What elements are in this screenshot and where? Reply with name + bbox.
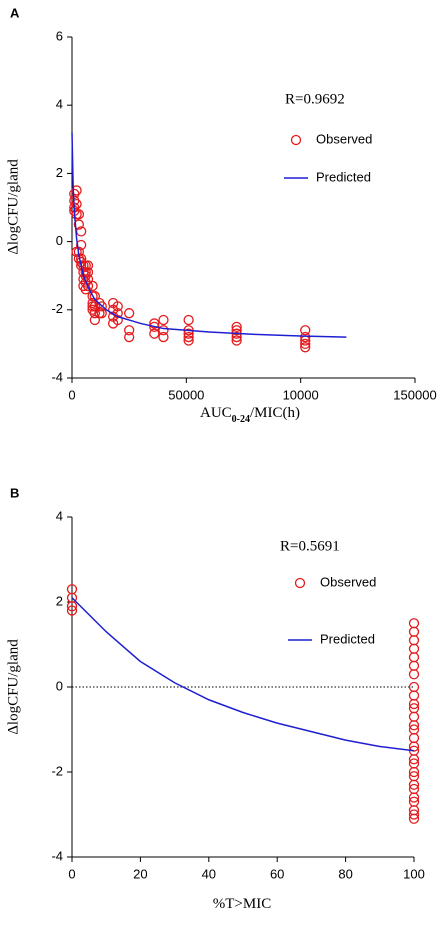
x-tick-label: 100 <box>403 866 425 881</box>
observed-point <box>408 660 420 671</box>
observed-point <box>75 239 87 251</box>
x-tick-label: 40 <box>202 866 216 881</box>
observed-point <box>112 301 123 312</box>
observed-point <box>82 267 94 278</box>
annotation: R=0.5691 <box>280 538 340 554</box>
observed-point <box>231 325 242 336</box>
observed-point <box>124 331 135 343</box>
observed-point <box>300 342 311 353</box>
y-tick-label: -2 <box>51 301 63 316</box>
observed-point <box>96 308 107 319</box>
observed-point <box>71 185 82 196</box>
legend-label: Observed <box>320 574 376 589</box>
observed-point <box>149 318 160 329</box>
observed-point <box>408 766 420 778</box>
y-tick-label: 2 <box>56 165 63 180</box>
observed-point <box>149 328 160 339</box>
observed-point <box>408 652 420 663</box>
predicted-line <box>71 132 347 338</box>
observed-point <box>158 331 169 343</box>
legend-label: Predicted <box>316 169 371 184</box>
predicted-line <box>71 597 415 752</box>
observed-point <box>231 335 242 346</box>
observed-point <box>183 328 194 339</box>
observed-point <box>231 321 242 333</box>
x-axis-label-part: %T>MIC <box>213 896 271 912</box>
y-axis-label: ΔlogCFU/gland <box>5 159 21 255</box>
x-tick-label: 20 <box>133 866 147 881</box>
observed-point <box>408 626 420 637</box>
y-tick-label: 0 <box>56 678 63 693</box>
x-tick-label: 0 <box>68 387 75 402</box>
observed-point <box>82 280 94 292</box>
observed-point <box>73 219 85 230</box>
x-axis-label-part: AUC <box>200 405 232 421</box>
observed-point <box>408 643 420 654</box>
observed-point <box>408 741 420 752</box>
observed-point <box>183 335 194 346</box>
y-tick-label: -4 <box>51 848 63 863</box>
observed-point <box>408 754 420 765</box>
x-tick-label: 0 <box>68 866 75 881</box>
observed-point <box>408 698 420 710</box>
x-tick-label: 50000 <box>168 387 204 402</box>
legend-marker <box>290 134 302 146</box>
observed-point <box>408 779 420 790</box>
legend-marker <box>294 577 306 589</box>
observed-point <box>124 308 135 319</box>
y-tick-label: 4 <box>56 97 63 112</box>
observed-point <box>96 301 107 312</box>
observed-point <box>231 331 242 343</box>
x-axis-label-part: 0-24 <box>232 414 250 425</box>
x-axis-label: AUC0-24/MIC(h) <box>200 405 300 424</box>
y-tick-label: 6 <box>56 28 63 43</box>
observed-point <box>300 331 311 343</box>
observed-point <box>408 669 420 680</box>
y-tick-label: 4 <box>56 508 63 523</box>
observed-point <box>408 792 420 803</box>
observed-point <box>408 813 420 824</box>
observed-point <box>183 331 194 343</box>
observed-point <box>82 260 94 271</box>
x-axis-label-part: /MIC(h) <box>250 405 300 421</box>
annotation: R=0.9692 <box>285 91 345 107</box>
y-axis-label: ΔlogCFU/gland <box>5 639 21 735</box>
x-tick-label: 150000 <box>393 387 436 402</box>
observed-point <box>408 711 420 722</box>
observed-point <box>408 635 420 646</box>
observed-point <box>408 618 420 629</box>
observed-point <box>66 605 78 616</box>
observed-point <box>408 732 420 744</box>
observed-point <box>112 314 123 326</box>
y-tick-label: -4 <box>51 369 63 384</box>
observed-point <box>300 325 311 336</box>
observed-point <box>300 338 311 350</box>
observed-point <box>408 720 420 731</box>
legend-label: Predicted <box>320 631 375 646</box>
observed-point <box>124 325 135 336</box>
observed-point <box>89 308 101 319</box>
observed-point <box>71 198 82 210</box>
panel-label: A <box>10 5 20 20</box>
panel-label: B <box>10 485 19 500</box>
observed-point <box>408 690 420 701</box>
y-tick-label: -2 <box>51 763 63 778</box>
observed-point <box>183 314 194 326</box>
x-tick-label: 80 <box>338 866 352 881</box>
y-tick-label: 2 <box>56 593 63 608</box>
x-tick-label: 10000 <box>283 387 319 402</box>
x-axis-label: %T>MIC <box>213 896 271 912</box>
legend-label: Observed <box>316 131 372 146</box>
observed-point <box>158 314 169 326</box>
x-tick-label: 60 <box>270 866 284 881</box>
observed-point <box>66 601 78 612</box>
observed-point <box>158 325 169 336</box>
y-tick-label: 0 <box>56 233 63 248</box>
observed-point <box>408 809 420 820</box>
